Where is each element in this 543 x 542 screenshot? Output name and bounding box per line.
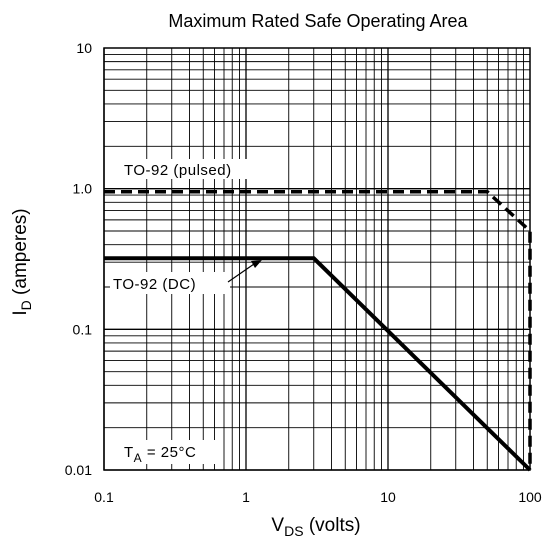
y-tick-label: 1.0 — [73, 181, 93, 197]
x-tick-label: 10 — [380, 489, 396, 505]
temperature-annotation: TA = 25°C — [124, 444, 196, 465]
pulsed-series-label: TO-92 (pulsed) — [124, 162, 232, 179]
dc-label-bg — [110, 272, 230, 294]
y-tick-label: 0.01 — [65, 462, 92, 478]
plot-frame — [103, 47, 531, 471]
grid-lines — [103, 48, 530, 471]
temp-label-bg — [120, 440, 220, 464]
y-tick-label: 0.1 — [73, 321, 93, 337]
dc-label-arrowhead — [251, 260, 262, 268]
x-tick-label: 100 — [518, 489, 542, 505]
series-group — [104, 190, 532, 472]
series-line-pulsed — [104, 190, 532, 470]
pulsed-label-bg — [120, 159, 262, 179]
x-tick-labels: 0.1 1 10 100 — [94, 489, 542, 505]
dc-series-label: TO-92 (DC) — [113, 276, 196, 293]
dc-label-leader — [227, 263, 255, 283]
x-tick-label: 1 — [242, 489, 250, 505]
y-axis-label: ID (amperes) — [10, 208, 34, 315]
x-axis-label: VDS (volts) — [271, 515, 360, 539]
series-line-dc — [104, 256, 532, 472]
x-tick-label: 0.1 — [94, 489, 114, 505]
chart-title: Maximum Rated Safe Operating Area — [168, 11, 468, 31]
y-tick-labels: 0.01 0.1 1.0 10 — [65, 40, 92, 478]
y-tick-label: 10 — [76, 40, 92, 56]
